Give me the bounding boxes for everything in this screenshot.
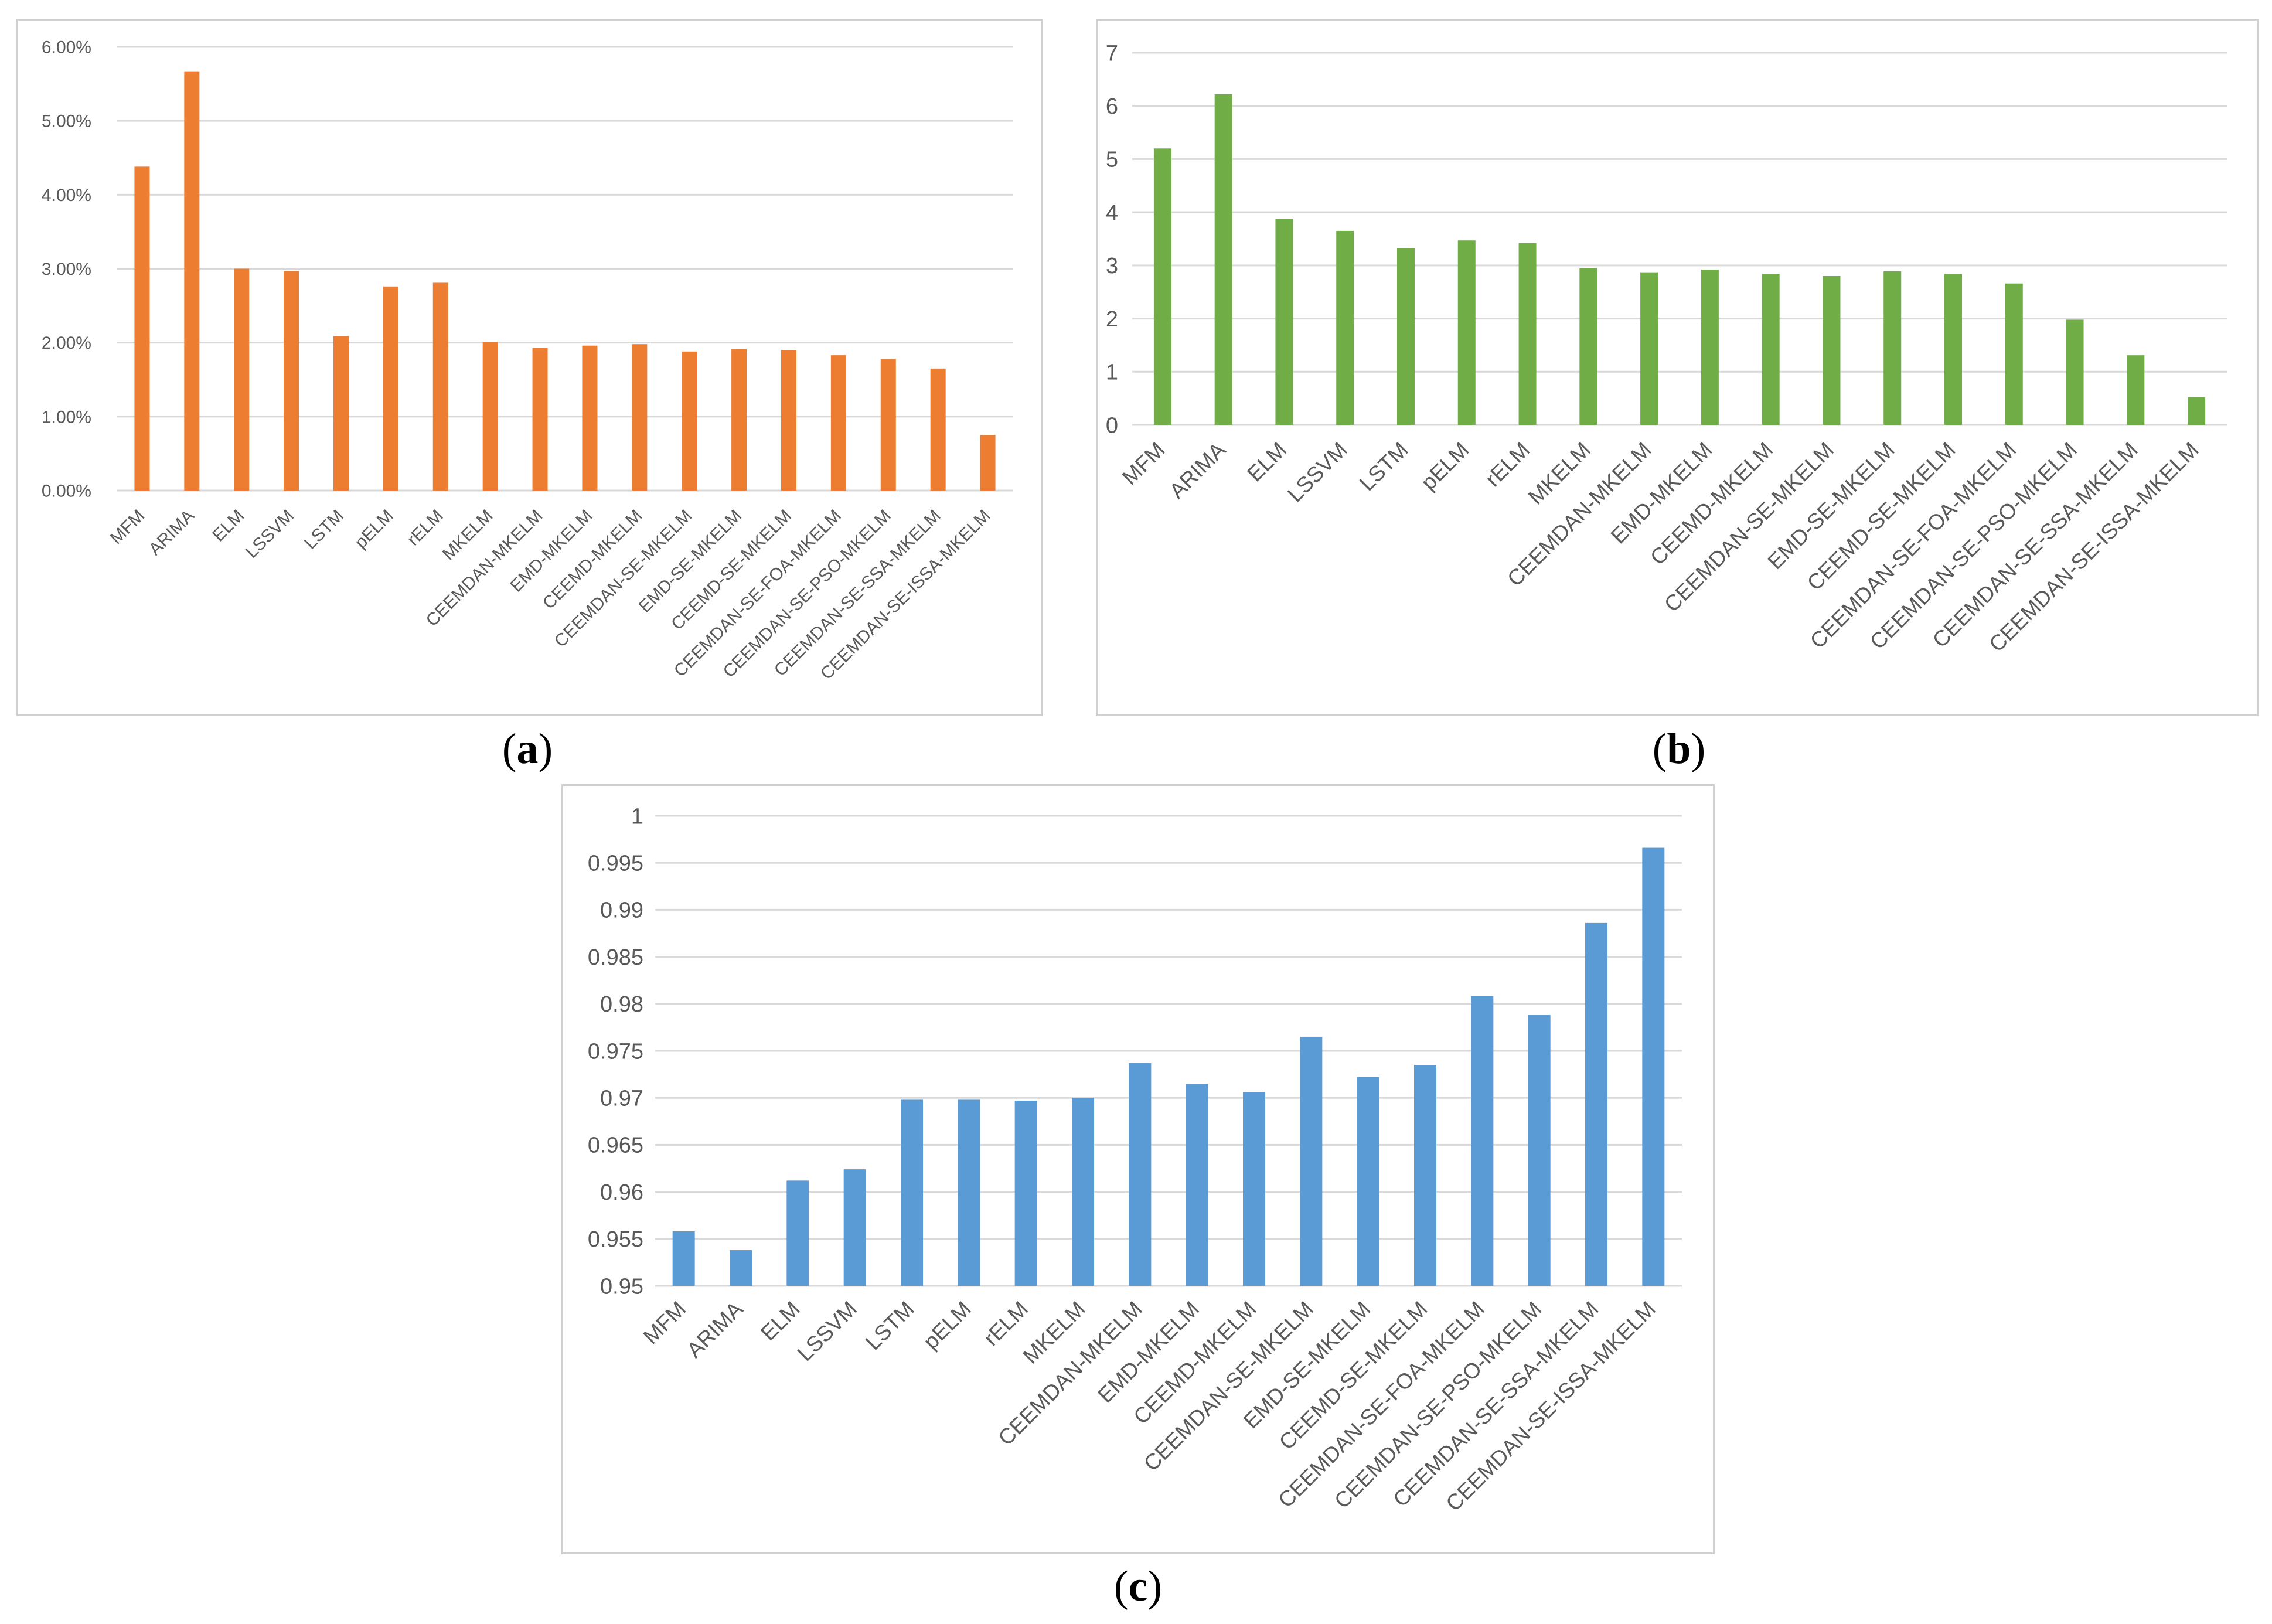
bar-b-ceemdan-se-pso-mkelm <box>2066 319 2084 425</box>
y-tick-label: 1 <box>1106 360 1118 385</box>
y-tick-label: 2.00% <box>42 333 91 353</box>
bar-c-arima <box>730 1250 752 1286</box>
chart-c-grid <box>655 815 1682 1287</box>
y-tick-label: 5 <box>1106 148 1118 172</box>
y-tick-label: 0.00% <box>42 482 91 501</box>
bar-c-ceemdan-se-ssa-mkelm <box>1585 922 1607 1286</box>
y-tick-label: 0.955 <box>588 1227 643 1252</box>
y-tick-label: 0.96 <box>600 1180 643 1205</box>
chart-b-bars <box>1153 94 2206 425</box>
y-tick-label: 1 <box>631 804 643 829</box>
bar-a-mfm <box>134 166 150 491</box>
bar-c-elm <box>786 1180 809 1286</box>
bar-c-lssvm <box>843 1169 866 1286</box>
y-tick-label: 4.00% <box>42 186 91 205</box>
bar-b-ceemdan-se-issa-mkelm <box>2188 397 2206 425</box>
y-tick-label: 0.97 <box>600 1087 643 1111</box>
bar-c-pelm <box>958 1099 980 1286</box>
bar-c-mfm <box>672 1231 695 1286</box>
bar-a-relm <box>432 282 448 491</box>
bar-a-mkelm <box>482 342 498 491</box>
bar-c-lstm <box>901 1099 923 1286</box>
bar-a-ceemd-se-mkelm <box>781 350 796 491</box>
y-tick-label: 6 <box>1106 94 1118 119</box>
bar-c-ceemdan-se-issa-mkelm <box>1642 847 1665 1286</box>
bar-b-lstm <box>1397 248 1415 425</box>
bar-b-ceemdan-se-mkelm <box>1823 276 1841 425</box>
chart-a-bars <box>134 71 996 491</box>
bar-b-ceemd-se-mkelm <box>1944 274 1962 425</box>
y-tick-label: 4 <box>1106 200 1118 225</box>
chart-a-grid <box>117 46 1013 492</box>
bar-c-ceemdan-se-foa-mkelm <box>1471 996 1494 1286</box>
bar-c-ceemd-se-mkelm <box>1414 1065 1436 1286</box>
bar-b-ceemdan-se-ssa-mkelm <box>2127 355 2145 425</box>
bar-c-emd-mkelm <box>1186 1084 1208 1286</box>
bar-a-ceemdan-se-foa-mkelm <box>830 355 846 491</box>
y-tick-label: 0.995 <box>588 852 643 876</box>
bar-a-arima <box>184 71 200 491</box>
bar-b-mkelm <box>1579 268 1597 425</box>
chart-c-yticks: 0.95 0.955 0.96 0.965 0.97 0.975 0.98 0.985 0.99… <box>588 804 643 1299</box>
chart-c-bars <box>672 847 1665 1286</box>
y-tick-label: 3 <box>1106 254 1118 278</box>
y-tick-label: 0.95 <box>600 1274 643 1299</box>
bar-b-emd-se-mkelm <box>1883 271 1902 425</box>
y-tick-label: 3.00% <box>42 260 91 279</box>
bar-a-lssvm <box>284 271 299 491</box>
bar-c-relm <box>1014 1101 1037 1286</box>
bar-a-ceemdan-se-pso-mkelm <box>880 359 896 491</box>
y-tick-label: 2 <box>1106 307 1118 332</box>
bar-b-relm <box>1518 243 1537 425</box>
panel-label-c: (c) <box>1114 1562 1162 1611</box>
bar-a-ceemdan-mkelm <box>532 348 548 491</box>
y-tick-label: 7 <box>1106 41 1118 66</box>
y-tick-label: 0.98 <box>600 992 643 1017</box>
bar-b-mfm <box>1153 148 1171 425</box>
chart-a: 0.00%1.00%2.00%3.00%4.00%5.00%6.00% MFMA… <box>16 19 1043 716</box>
svg-text:(a): (a) <box>502 725 553 773</box>
y-tick-label: 0.975 <box>588 1039 643 1064</box>
bar-c-ceemdan-se-mkelm <box>1300 1036 1323 1286</box>
y-tick-label: 0.965 <box>588 1133 643 1158</box>
svg-text:(b): (b) <box>1653 725 1705 773</box>
bar-a-ceemd-mkelm <box>632 344 648 491</box>
bar-a-emd-mkelm <box>582 345 598 491</box>
y-tick-label: 6.00% <box>42 38 91 57</box>
bar-c-ceemdan-se-pso-mkelm <box>1528 1015 1551 1286</box>
bar-c-emd-se-mkelm <box>1357 1077 1379 1286</box>
bar-c-ceemd-mkelm <box>1243 1092 1265 1286</box>
bar-b-ceemdan-mkelm <box>1640 272 1658 425</box>
y-tick-label: 0 <box>1106 413 1118 438</box>
bar-a-emd-se-mkelm <box>731 349 747 491</box>
bar-a-ceemdan-se-ssa-mkelm <box>930 368 946 491</box>
bar-a-ceemdan-se-mkelm <box>682 351 697 491</box>
bar-c-ceemdan-mkelm <box>1129 1063 1152 1286</box>
bar-b-emd-mkelm <box>1701 270 1719 425</box>
bar-c-mkelm <box>1072 1098 1094 1286</box>
bar-a-pelm <box>383 286 398 491</box>
bar-b-pelm <box>1457 240 1476 425</box>
y-tick-label: 5.00% <box>42 112 91 131</box>
chart-c: 0.95 0.955 0.96 0.965 0.97 0.975 0.98 0.985 0.99… <box>561 784 1715 1554</box>
bar-b-ceemdan-se-foa-mkelm <box>2005 283 2023 425</box>
chart-b-yticks: 0 1 2 3 4 5 6 7 <box>1106 41 1118 438</box>
chart-a-yticks: 0.00% 1.00% 2.00% 3.00% 4.00% 5.00% 6.00% <box>42 38 91 501</box>
panel-label-b: (b) <box>1653 725 1705 773</box>
y-tick-label: 0.99 <box>600 898 643 923</box>
bar-b-lssvm <box>1336 230 1354 425</box>
bar-b-elm <box>1275 219 1293 425</box>
svg-text:(c): (c) <box>1114 1562 1162 1611</box>
y-tick-label: 0.985 <box>588 945 643 970</box>
bar-a-lstm <box>333 336 349 491</box>
panel-label-a: (a) <box>502 725 553 773</box>
chart-b-grid <box>1132 52 2227 426</box>
bar-b-arima <box>1214 94 1232 425</box>
y-tick-label: 1.00% <box>42 407 91 427</box>
bar-a-elm <box>234 268 250 491</box>
bar-b-ceemd-mkelm <box>1762 274 1780 425</box>
bar-a-ceemdan-se-issa-mkelm <box>980 435 996 491</box>
